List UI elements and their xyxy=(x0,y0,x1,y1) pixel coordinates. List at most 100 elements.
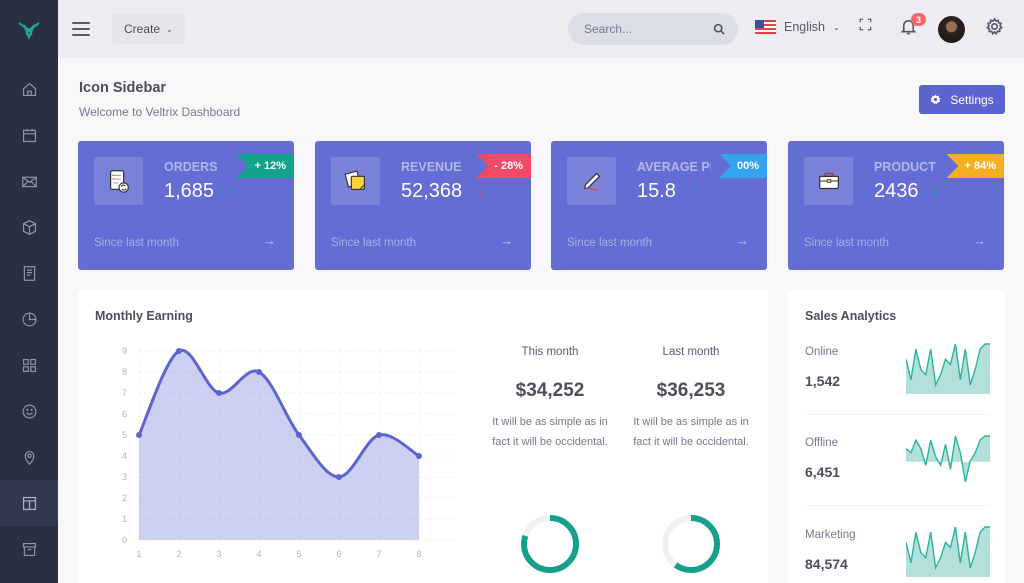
user-avatar[interactable] xyxy=(938,16,965,43)
language-dropdown[interactable]: English ⌄ xyxy=(755,20,840,34)
data-point xyxy=(376,432,382,438)
y-tick-label: 6 xyxy=(122,409,127,419)
arrow-up-icon: ↑ xyxy=(689,183,698,200)
search-input[interactable] xyxy=(584,22,704,36)
fullscreen-icon xyxy=(859,18,872,31)
x-tick-label: 4 xyxy=(256,549,261,559)
sidebar-item-icons[interactable] xyxy=(0,388,58,434)
offline-sparkline xyxy=(906,435,990,483)
sparkline-fill xyxy=(906,344,990,394)
sparkline-line xyxy=(906,343,990,388)
settings-gear-button[interactable] xyxy=(985,17,1004,41)
data-point xyxy=(216,390,222,396)
notifications-button[interactable]: 3 xyxy=(899,13,926,41)
logo[interactable] xyxy=(0,0,58,58)
data-point xyxy=(336,474,342,480)
stat-value: 2436 xyxy=(874,180,919,202)
x-tick-label: 2 xyxy=(176,549,181,559)
x-tick-label: 5 xyxy=(296,549,301,559)
marketing-sparkline xyxy=(906,526,990,577)
arrow-right-icon[interactable]: → xyxy=(500,233,513,248)
since-label: Since last month xyxy=(94,237,180,249)
divider xyxy=(805,505,990,506)
since-label: Since last month xyxy=(567,237,653,249)
fullscreen-button[interactable] xyxy=(858,17,873,37)
sales-item-name: Online xyxy=(805,346,839,358)
search-box xyxy=(568,13,738,45)
archive-icon xyxy=(22,542,36,556)
monthly-earning-title: Monthly Earning xyxy=(95,309,193,323)
arrow-right-icon[interactable]: → xyxy=(736,233,749,248)
data-point xyxy=(136,432,142,438)
arrow-down-icon: ↓ xyxy=(476,183,484,200)
stat-label: ORDERS xyxy=(164,160,218,174)
this-month-summary: This month $34,252 It will be as simple … xyxy=(490,346,610,452)
arrow-right-icon[interactable]: → xyxy=(973,233,986,248)
pie-chart-icon xyxy=(22,312,36,326)
chevron-down-icon: ⌄ xyxy=(166,24,173,34)
stat-value: 52,368 xyxy=(401,180,463,202)
mail-icon xyxy=(21,176,37,187)
sidebar-item-charts[interactable] xyxy=(0,296,58,342)
search-icon[interactable] xyxy=(713,23,726,36)
sales-item-offline: Offline 6,451 xyxy=(805,437,990,480)
create-dropdown-button[interactable]: Create ⌄ xyxy=(112,14,185,44)
stat-card-average-price: AVERAGE PRICE 15.8 ↑ 00% Since last month… xyxy=(551,141,767,270)
area-fill xyxy=(139,350,419,540)
gear-icon xyxy=(930,94,941,105)
sidebar-item-home[interactable] xyxy=(0,66,58,112)
last-month-progress-donut xyxy=(662,515,720,573)
last-month-value: $36,253 xyxy=(656,380,726,401)
sidebar-item-email[interactable] xyxy=(0,158,58,204)
this-month-description: It will be as simple as in fact it will … xyxy=(492,416,608,448)
x-tick-label: 7 xyxy=(376,549,381,559)
data-point xyxy=(296,432,302,438)
menu-toggle-icon[interactable] xyxy=(72,22,90,36)
since-label: Since last month xyxy=(331,237,417,249)
page-subtitle: Welcome to Veltrix Dashboard xyxy=(79,105,241,119)
y-tick-label: 8 xyxy=(122,367,127,377)
layout-icon xyxy=(22,496,36,510)
sidebar-item-ui-elements[interactable] xyxy=(0,204,58,250)
sidebar-item-pages[interactable] xyxy=(0,526,58,572)
online-sparkline xyxy=(906,343,990,394)
location-pin-icon xyxy=(24,450,34,465)
document-icon xyxy=(23,265,35,281)
sidebar-item-calendar[interactable] xyxy=(0,112,58,158)
x-tick-label: 8 xyxy=(416,549,421,559)
stat-label: PRODUCT SOLD xyxy=(874,160,936,174)
grid-icon xyxy=(22,358,36,372)
sales-item-name: Offline xyxy=(805,437,839,449)
y-tick-label: 3 xyxy=(122,472,127,482)
y-tick-label: 5 xyxy=(122,430,127,440)
stat-card-revenue: REVENUE 52,368 ↓ - 28% Since last month → xyxy=(315,141,531,270)
topbar: Create ⌄ English ⌄ 3 xyxy=(58,0,1024,58)
sales-item-marketing: Marketing 84,574 xyxy=(805,529,990,572)
sidebar-item-layouts[interactable] xyxy=(0,480,58,526)
sales-item-name: Marketing xyxy=(805,529,856,541)
calendar-icon xyxy=(22,128,36,142)
us-flag-icon xyxy=(755,20,776,34)
sparkline-line xyxy=(906,526,990,571)
y-tick-label: 2 xyxy=(122,493,127,503)
sidebar-item-tables[interactable] xyxy=(0,342,58,388)
sales-item-online: Online 1,542 xyxy=(805,346,990,389)
data-point xyxy=(176,348,182,354)
since-label: Since last month xyxy=(804,237,890,249)
sparkline-fill xyxy=(906,527,990,577)
this-month-progress-donut xyxy=(521,515,579,573)
smiley-icon xyxy=(22,404,36,418)
x-tick-label: 6 xyxy=(336,549,341,559)
donut-progress-arc xyxy=(662,515,720,573)
stat-label: REVENUE xyxy=(401,160,462,174)
last-month-description: It will be as simple as in fact it will … xyxy=(633,416,749,448)
sidebar-item-maps[interactable] xyxy=(0,434,58,480)
home-icon xyxy=(22,82,36,96)
box-icon xyxy=(22,219,36,235)
language-label: English xyxy=(784,20,825,34)
sidebar-item-forms[interactable] xyxy=(0,250,58,296)
settings-button[interactable]: Settings xyxy=(919,85,1005,114)
sidebar xyxy=(0,0,58,583)
arrow-right-icon[interactable]: → xyxy=(263,233,276,248)
